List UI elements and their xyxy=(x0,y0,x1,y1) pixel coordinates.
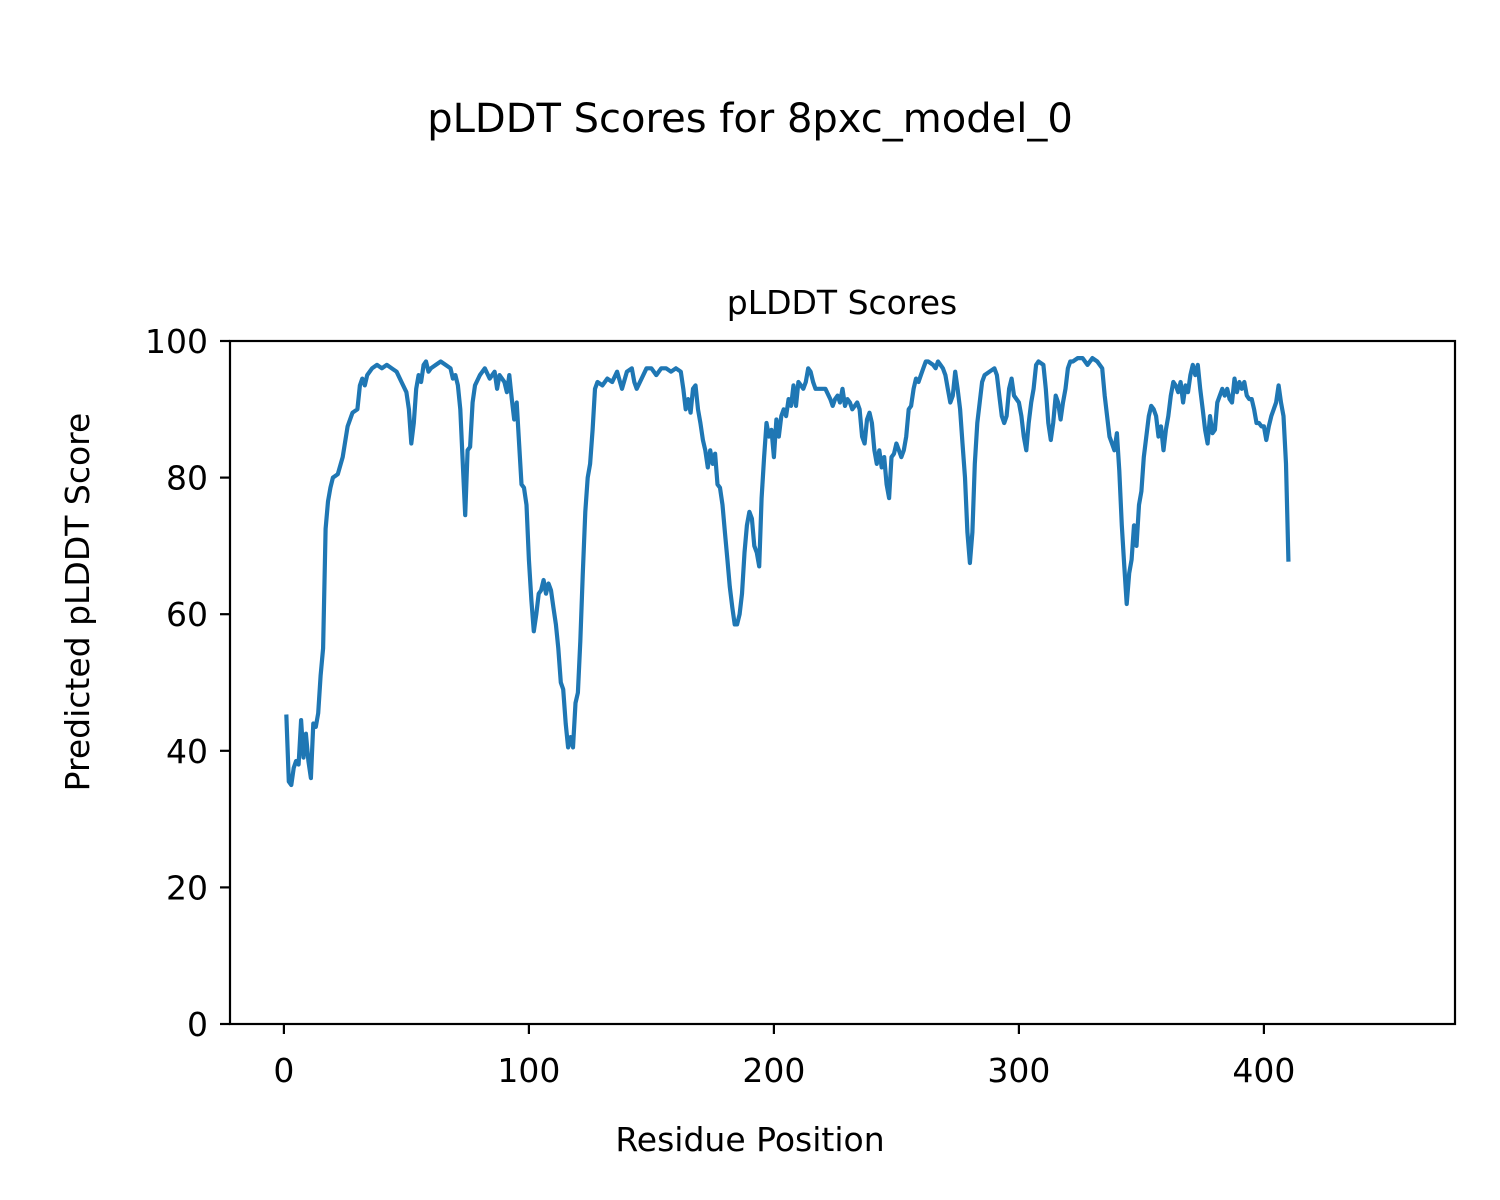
y-tick-label: 40 xyxy=(166,732,208,771)
x-tick-label: 0 xyxy=(273,1051,294,1090)
x-tick-label: 200 xyxy=(742,1051,805,1090)
x-tick-label: 400 xyxy=(1232,1051,1295,1090)
x-tick-label: 300 xyxy=(987,1051,1050,1090)
y-tick-label: 20 xyxy=(166,868,208,907)
y-tick-label: 0 xyxy=(187,1005,208,1044)
y-axis: 0 20 40 60 80 100 xyxy=(145,322,230,1044)
plot-area xyxy=(284,356,1291,788)
y-tick-label: 60 xyxy=(166,595,208,634)
x-tick-label: 100 xyxy=(497,1051,560,1090)
y-axis-label: Predicted pLDDT Score xyxy=(58,413,97,792)
axes-frame xyxy=(228,339,1457,1026)
series-line-0 xyxy=(284,356,1291,788)
axes-title: pLDDT Scores xyxy=(727,283,957,322)
x-axis: 0 100 200 300 400 xyxy=(273,1024,1295,1090)
figure-title: pLDDT Scores for 8pxc_model_0 xyxy=(427,96,1073,142)
y-tick-label: 100 xyxy=(145,322,208,361)
y-tick-label: 80 xyxy=(166,459,208,498)
x-axis-label: Residue Position xyxy=(615,1120,884,1159)
